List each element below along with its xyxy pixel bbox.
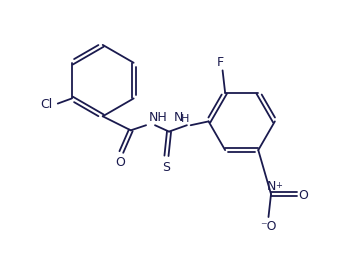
- Text: N: N: [266, 179, 276, 192]
- Text: F: F: [217, 56, 223, 69]
- Text: +: +: [275, 181, 283, 190]
- Text: H: H: [180, 114, 189, 124]
- Text: O: O: [115, 155, 125, 168]
- Text: O: O: [299, 188, 308, 201]
- Text: ⁻O: ⁻O: [260, 219, 277, 232]
- Text: Cl: Cl: [40, 98, 53, 110]
- Text: NH: NH: [149, 111, 168, 124]
- Text: S: S: [162, 160, 170, 173]
- Text: N: N: [173, 111, 183, 124]
